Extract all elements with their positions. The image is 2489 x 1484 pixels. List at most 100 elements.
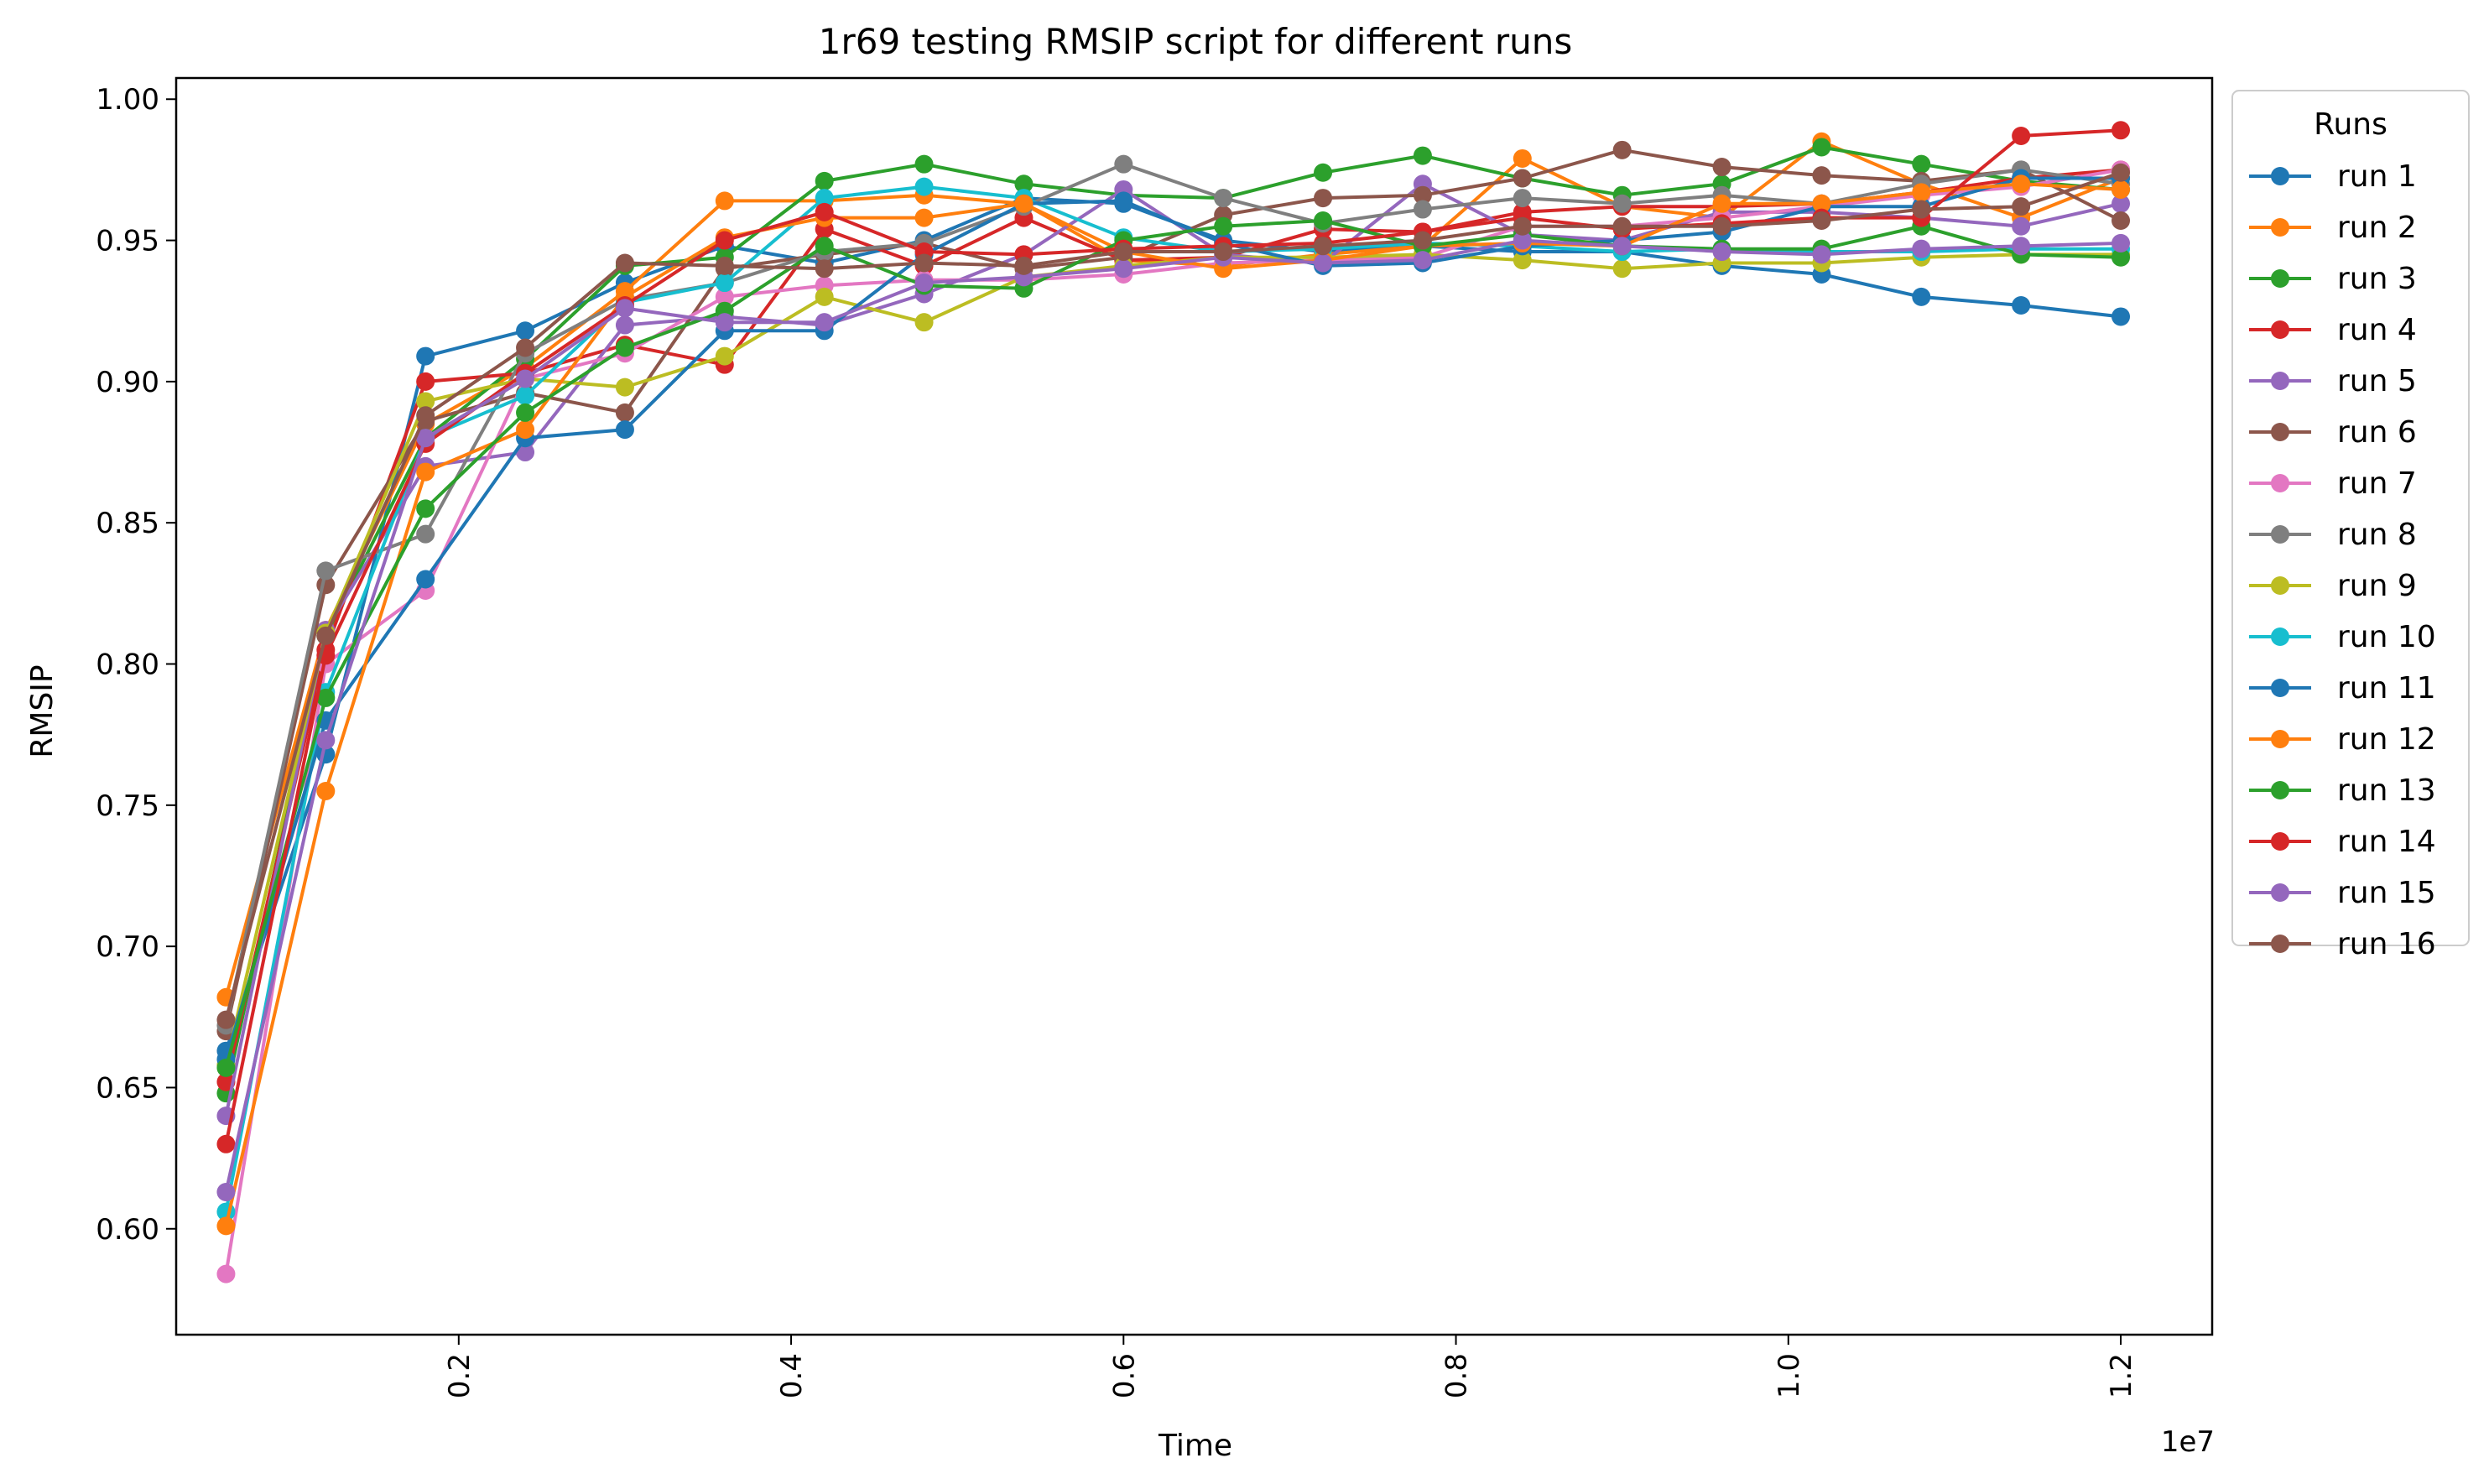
legend-label: run 4 bbox=[2337, 313, 2417, 347]
data-point bbox=[1812, 245, 1831, 264]
x-tick-label: 0.6 bbox=[1107, 1353, 1141, 1398]
data-point bbox=[416, 570, 435, 589]
data-point bbox=[1612, 140, 1632, 159]
data-point bbox=[216, 1010, 236, 1029]
data-point bbox=[216, 1264, 236, 1284]
data-point bbox=[1513, 231, 1532, 250]
legend-label: run 8 bbox=[2337, 518, 2417, 552]
legend-item: run 7 bbox=[2249, 466, 2417, 501]
chart-title: 1r69 testing RMSIP script for different … bbox=[819, 21, 1573, 62]
data-point bbox=[2111, 233, 2131, 253]
data-point bbox=[615, 420, 634, 440]
y-tick-label: 0.75 bbox=[96, 789, 159, 823]
data-point bbox=[316, 626, 336, 645]
legend-swatch-marker bbox=[2271, 832, 2289, 851]
data-point bbox=[2012, 295, 2031, 315]
data-point bbox=[715, 191, 734, 211]
legend-label: run 9 bbox=[2337, 569, 2417, 603]
data-point bbox=[2111, 247, 2131, 267]
data-point bbox=[1314, 163, 1333, 182]
data-point bbox=[1612, 216, 1632, 236]
data-point bbox=[1712, 194, 1731, 213]
legend-label: run 12 bbox=[2337, 722, 2436, 757]
data-point bbox=[1014, 194, 1034, 213]
data-point bbox=[1912, 200, 1931, 219]
data-point bbox=[516, 443, 535, 462]
data-point bbox=[715, 346, 734, 366]
legend-swatch-marker bbox=[2271, 935, 2289, 953]
data-point bbox=[1712, 158, 1731, 177]
data-point bbox=[1513, 251, 1532, 270]
legend-swatch-marker bbox=[2271, 781, 2289, 799]
data-point bbox=[914, 313, 934, 332]
series-line bbox=[224, 168, 2122, 1274]
legend-swatch-marker bbox=[2271, 730, 2289, 748]
legend-item: run 2 bbox=[2249, 211, 2417, 245]
data-point bbox=[316, 561, 336, 581]
data-point bbox=[1413, 185, 1432, 205]
data-point bbox=[1912, 239, 1931, 258]
data-point bbox=[1413, 231, 1432, 250]
legend-label: run 6 bbox=[2337, 415, 2417, 450]
legend-label: run 7 bbox=[2337, 466, 2417, 501]
data-point bbox=[2111, 211, 2131, 230]
data-point bbox=[1912, 154, 1931, 174]
data-point bbox=[2111, 194, 2131, 213]
legend-swatch-marker bbox=[2271, 269, 2289, 288]
legend-swatch-marker bbox=[2271, 627, 2289, 646]
x-axis: 0.2 0.4 0.6 0.8 1.0 1.2 bbox=[443, 1335, 2138, 1398]
y-tick-label: 0.95 bbox=[96, 225, 159, 258]
data-point bbox=[1612, 259, 1632, 279]
data-point bbox=[1612, 194, 1632, 213]
legend-item: run 12 bbox=[2249, 722, 2436, 757]
y-tick-label: 0.70 bbox=[96, 930, 159, 964]
data-point bbox=[2012, 216, 2031, 236]
data-point bbox=[815, 237, 834, 256]
data-point bbox=[2111, 121, 2131, 140]
data-point bbox=[715, 313, 734, 332]
legend-label: run 2 bbox=[2337, 211, 2417, 245]
plot-area bbox=[174, 76, 2214, 1336]
legend-label: run 3 bbox=[2337, 262, 2417, 296]
series-line bbox=[224, 238, 2122, 1193]
data-point bbox=[2012, 237, 2031, 256]
legend-swatch-marker bbox=[2271, 218, 2289, 237]
x-tick-label: 0.8 bbox=[1440, 1353, 1474, 1398]
data-point bbox=[615, 378, 634, 397]
data-point bbox=[416, 346, 435, 366]
legend-item: run 5 bbox=[2249, 364, 2417, 398]
data-point bbox=[1712, 242, 1731, 262]
legend-swatch-marker bbox=[2271, 679, 2289, 697]
data-point bbox=[1612, 237, 1632, 256]
legend-swatch-marker bbox=[2271, 525, 2289, 544]
data-point bbox=[1413, 200, 1432, 219]
series-line bbox=[224, 219, 2122, 1069]
x-tick-label: 0.2 bbox=[443, 1353, 476, 1398]
data-point bbox=[1413, 251, 1432, 270]
data-point bbox=[815, 189, 834, 208]
legend-label: run 13 bbox=[2337, 773, 2436, 808]
data-point bbox=[1114, 191, 1133, 211]
y-tick-label: 0.80 bbox=[96, 648, 159, 682]
legend-label: run 15 bbox=[2337, 876, 2436, 910]
data-point bbox=[615, 253, 634, 273]
series-layer bbox=[216, 121, 2131, 1284]
legend-label: run 10 bbox=[2337, 620, 2436, 654]
data-point bbox=[715, 273, 734, 293]
y-tick-label: 0.65 bbox=[96, 1071, 159, 1105]
legend-item: run 15 bbox=[2249, 876, 2436, 910]
legend-item: run 14 bbox=[2249, 825, 2436, 859]
y-tick-label: 1.00 bbox=[96, 83, 159, 117]
legend-label: run 16 bbox=[2337, 927, 2436, 961]
data-point bbox=[815, 202, 834, 221]
legend-box bbox=[2231, 90, 2470, 946]
data-point bbox=[615, 403, 634, 422]
data-point bbox=[316, 731, 336, 750]
data-point bbox=[1912, 287, 1931, 306]
data-point bbox=[1513, 148, 1532, 168]
data-point bbox=[1314, 189, 1333, 208]
y-tick-label: 0.60 bbox=[96, 1213, 159, 1247]
y-tick-label: 0.90 bbox=[96, 366, 159, 399]
legend-item: run 4 bbox=[2249, 313, 2417, 347]
legend-label: run 1 bbox=[2337, 159, 2417, 194]
